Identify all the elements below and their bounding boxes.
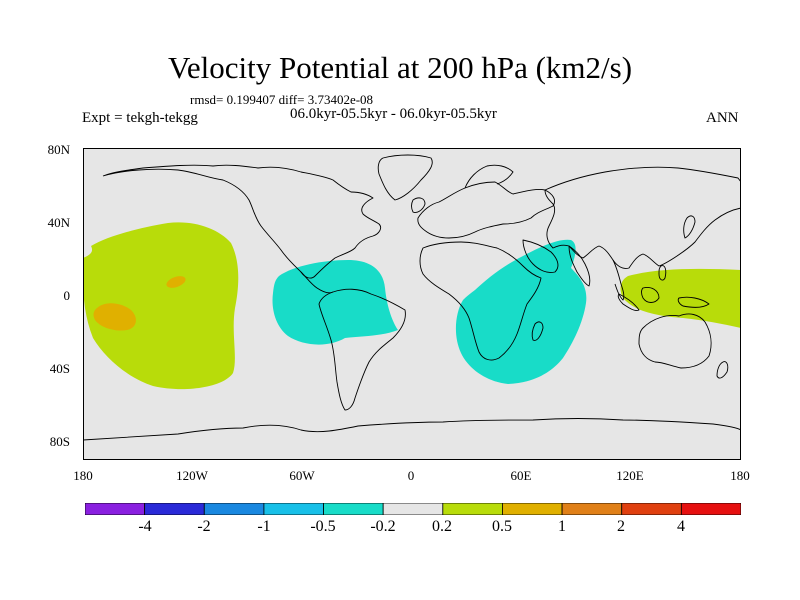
lon-label-120e: 120E xyxy=(616,468,644,483)
negative-anomaly-africa-indian-ocean xyxy=(455,239,587,384)
coast-india xyxy=(568,245,591,287)
lon-label-120w: 120W xyxy=(176,468,208,483)
coast-philippines xyxy=(658,265,667,281)
colorbar-swatch xyxy=(203,503,265,515)
positive-core-hawaii xyxy=(166,276,186,288)
colorbar-label: 1 xyxy=(558,518,566,535)
lat-label-40s: 40S xyxy=(49,361,70,376)
coast-north-america xyxy=(102,164,382,279)
colorbar-label: -1 xyxy=(257,518,271,535)
coast-borneo xyxy=(641,287,660,303)
coast-greenland xyxy=(377,154,433,201)
colorbar-swatch xyxy=(85,503,146,515)
experiment-label: Expt = tekgh-tekgg xyxy=(82,110,198,126)
colorbar-swatch xyxy=(382,503,444,515)
colorbar-swatch xyxy=(144,503,205,515)
coast-new-zealand xyxy=(716,361,729,379)
negative-anomaly-south-america-atlantic xyxy=(272,260,398,345)
coast-madagascar xyxy=(531,321,544,341)
colorbar-swatch xyxy=(263,503,324,515)
coast-africa xyxy=(419,241,542,361)
colorbar-swatch xyxy=(502,503,563,515)
lon-label-0: 0 xyxy=(407,468,415,483)
plot-title: Velocity Potential at 200 hPa (km2/s) xyxy=(167,50,633,85)
coast-japan xyxy=(683,215,696,239)
coastlines xyxy=(83,154,741,441)
lat-label-40n: 40N xyxy=(47,215,70,230)
lat-label-80n: 80N xyxy=(47,142,70,157)
colorbar-swatch xyxy=(621,503,682,515)
colorbar-label: 4 xyxy=(677,518,685,535)
colorbar-swatch xyxy=(323,503,384,515)
colorbar-label: 2 xyxy=(617,518,625,535)
colorbar-swatch xyxy=(442,503,503,515)
coast-indochina xyxy=(612,259,625,301)
colorbar-label: -0.5 xyxy=(310,518,336,535)
map-frame xyxy=(83,148,741,460)
coast-antarctica xyxy=(83,418,741,441)
coast-sumatra xyxy=(617,293,640,311)
colorbar-label: -2 xyxy=(197,518,211,535)
coast-britain xyxy=(411,197,426,213)
colorbar-swatch xyxy=(561,503,623,515)
stats-line: rmsd= 0.199407 diff= 3.73402e-08 xyxy=(190,92,374,107)
lat-label-0: 0 xyxy=(63,288,71,303)
positive-anomaly-maritime-continent xyxy=(620,268,741,328)
colorbar-swatch xyxy=(680,503,741,515)
positive-anomaly-western-edge xyxy=(83,264,92,282)
season-label: ANN xyxy=(706,110,739,126)
coast-australia xyxy=(638,313,712,369)
positive-anomaly-central-pacific xyxy=(83,222,239,390)
colorbar-label: 0.5 xyxy=(492,518,512,535)
colorbar xyxy=(85,503,741,515)
lon-label-60e: 60E xyxy=(510,468,532,483)
period-label: 06.0kyr-05.5kyr - 06.0kyr-05.5kyr xyxy=(290,106,497,122)
positive-core-south-pacific xyxy=(93,303,136,331)
coast-south-america xyxy=(318,288,406,411)
colorbar-label: -0.2 xyxy=(370,518,396,535)
coast-scandinavia xyxy=(464,164,514,189)
coast-central-america xyxy=(300,271,334,294)
world-map xyxy=(83,148,741,460)
coast-arabia xyxy=(522,239,559,273)
lat-label-80s: 80S xyxy=(49,434,70,449)
lon-label-180w: 180 xyxy=(73,468,93,483)
colorbar-label: -4 xyxy=(138,518,152,535)
coast-new-guinea xyxy=(677,296,710,308)
coast-asia xyxy=(544,166,741,269)
colorbar-label: 0.2 xyxy=(432,518,452,535)
lon-label-180e: 180 xyxy=(730,468,750,483)
lon-label-60w: 60W xyxy=(289,468,315,483)
